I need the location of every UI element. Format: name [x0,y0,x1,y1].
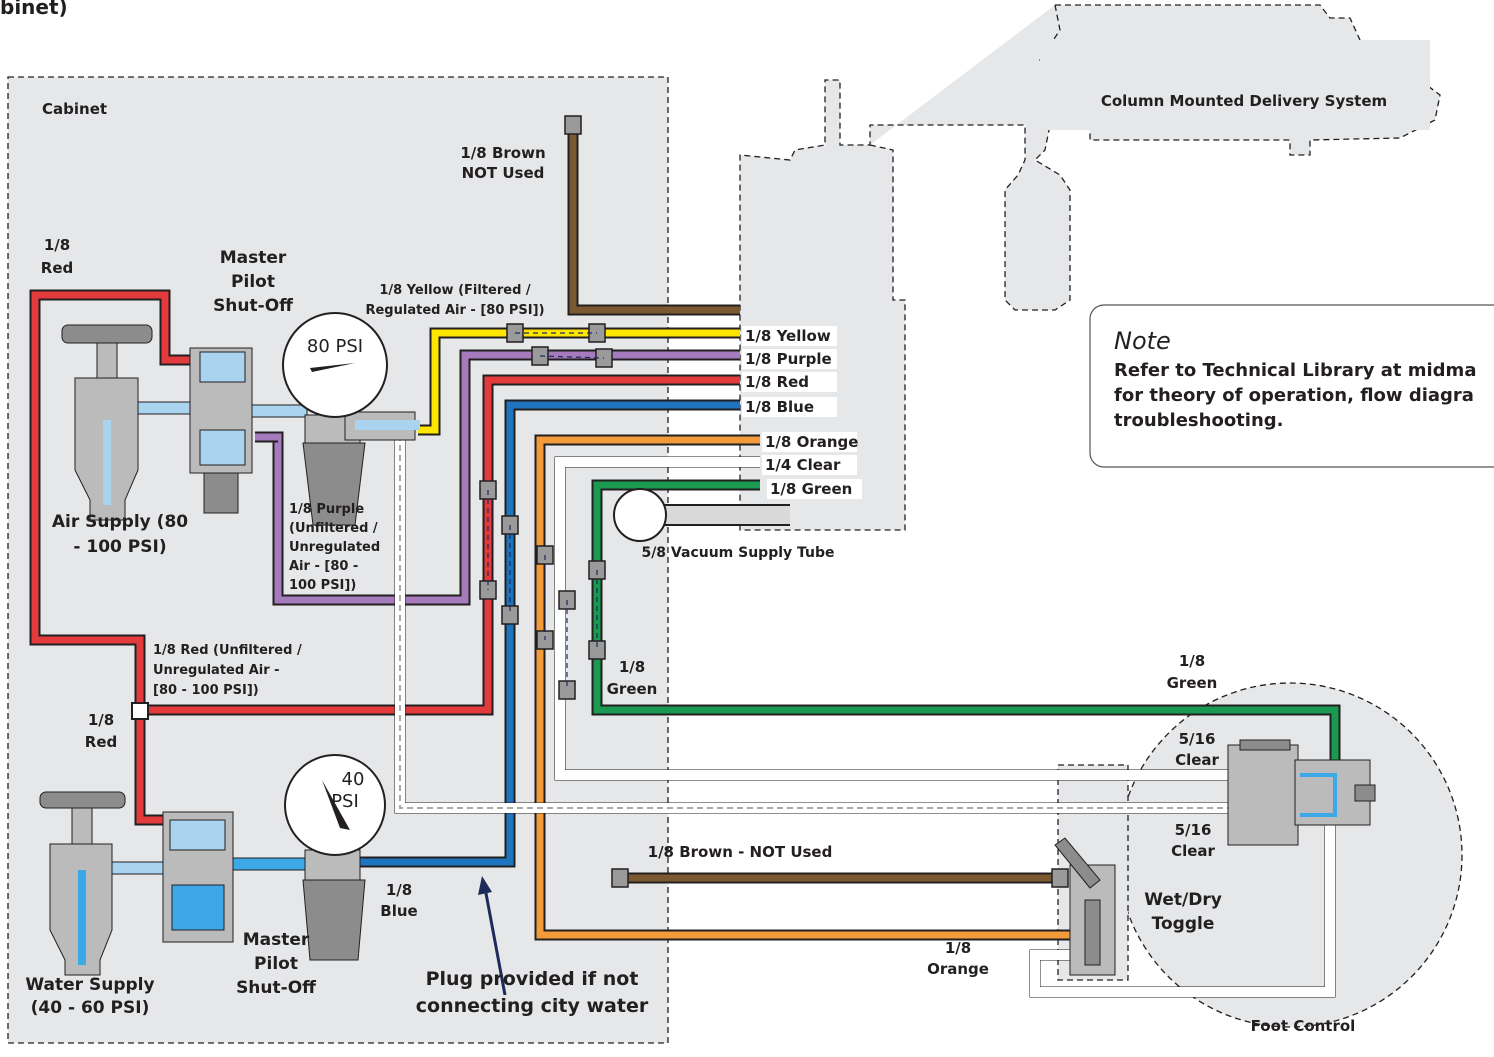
diagram: binet) Cabinet Column Mounted Delivery S… [0,0,1494,1057]
label: Orange [927,960,989,978]
water-regulator [303,850,365,960]
note-line: troubleshooting. [1114,410,1284,431]
label: Clear [1171,842,1215,860]
label: 1/8 Orange [765,433,858,451]
label: Toggle [1152,914,1215,934]
gauge-label: PSI [331,791,359,812]
gauge-label: 80 PSI [307,336,363,357]
label: Regulated Air - [80 PSI]) [365,303,544,318]
label: 1/8 [619,658,645,676]
label: Master [243,930,310,950]
label: Air - [80 - [289,559,358,574]
label: Plug provided if not [426,968,639,990]
label: 5/8 Vacuum Supply Tube [641,545,834,561]
label: Pilot [254,954,298,974]
label: Master [220,248,287,268]
label: 1/8 Yellow (Filtered / [379,283,531,298]
delivery-system-fill [1040,40,1430,130]
label: 1/8 Brown [460,144,545,162]
label: Red [41,259,73,277]
label: Red [85,733,117,751]
note-heading: Note [1114,327,1171,355]
page-title: binet) [0,0,68,19]
label: Unregulated Air - [153,663,280,678]
label: 100 PSI]) [289,578,356,593]
label: 1/8 Purple [289,502,364,517]
gauge [283,313,387,417]
label: 1/8 [386,881,412,899]
fitting [612,869,628,887]
label: 1/8 Blue [745,398,814,416]
label: 5/16 [1179,730,1216,748]
label: 1/8 Brown - NOT Used [648,843,833,861]
label: Clear [1175,751,1219,769]
fitting [1052,869,1068,887]
vacuum-connector [614,489,666,541]
label: 1/8 Green [770,480,852,498]
label: 1/8 [1179,652,1205,670]
note-line: Refer to Technical Library at midma [1114,360,1476,381]
label: Green [1167,674,1218,692]
label: Air Supply (80 [52,512,188,532]
label: Wet/Dry [1144,890,1222,910]
label: 1/8 Red (Unfiltered / [153,643,302,658]
fitting [565,116,581,134]
note-line: for theory of operation, flow diagra [1114,385,1474,406]
label: (Unfiltered / [289,521,378,536]
label: 5/16 [1175,821,1212,839]
label: Pilot [231,272,275,292]
label: 1/8 Yellow [745,327,831,345]
label: 1/8 [44,236,70,254]
label: 1/8 [945,939,971,957]
foot-control-outline [1118,683,1462,1027]
label: 1/4 Clear [765,456,841,474]
label: Green [607,680,658,698]
foot-control-label: Foot Control [1251,1017,1356,1035]
cabinet-label: Cabinet [42,100,107,118]
label: Shut-Off [236,978,316,998]
gauge-label: 40 [342,769,365,790]
label: Unregulated [289,540,380,555]
tee [132,703,148,719]
label: Blue [380,902,417,920]
label: (40 - 60 PSI) [31,998,150,1018]
label: [80 - 100 PSI]) [153,683,259,698]
column-system-label: Column Mounted Delivery System [1101,92,1387,110]
label: - 100 PSI) [73,537,166,557]
label: 1/8 [88,711,114,729]
label: 1/8 Red [745,373,809,391]
label: Shut-Off [213,296,293,316]
label: Water Supply [25,975,154,995]
label: connecting city water [416,995,649,1017]
label: NOT Used [462,164,545,182]
label: 1/8 Purple [745,350,832,368]
